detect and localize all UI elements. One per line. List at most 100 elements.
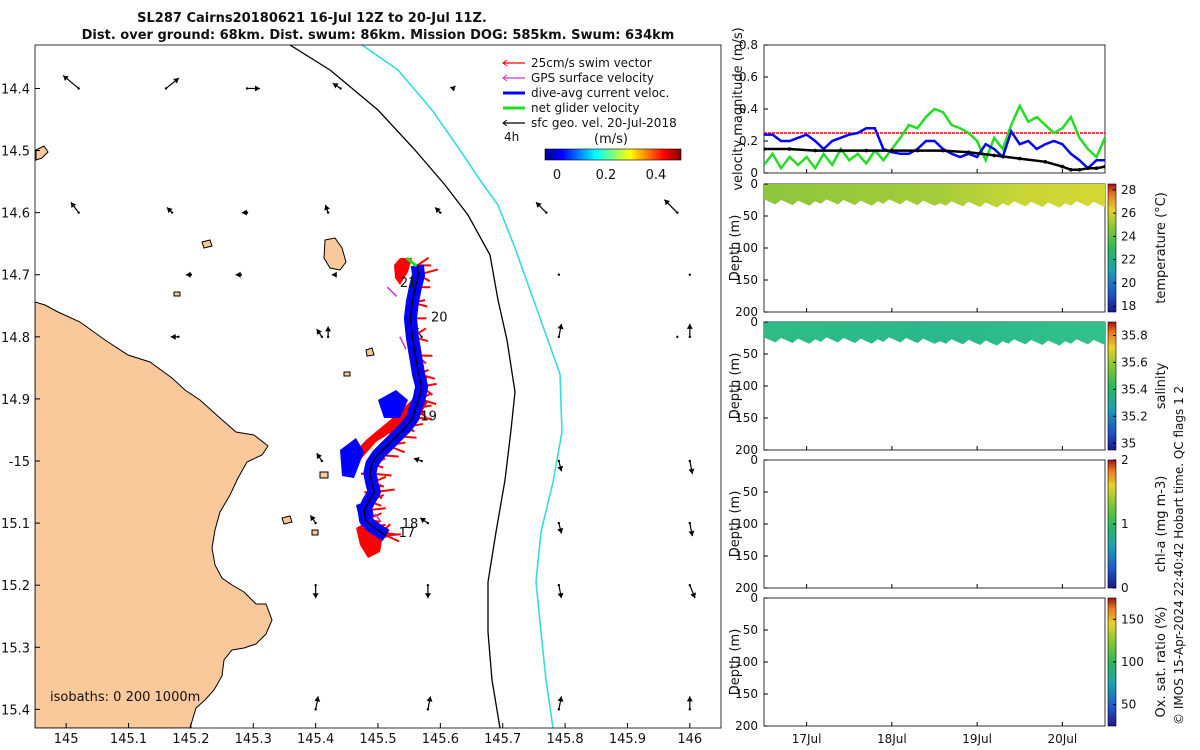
salinity-colorbar: [1107, 321, 1117, 451]
swim-vector-cluster: [394, 258, 412, 285]
geo-vector-head: [426, 696, 433, 702]
oxygen-ytick-label: 150: [735, 687, 758, 701]
isobath-200m: [289, 45, 516, 728]
oxygen-ytick-label: 200: [735, 719, 758, 733]
chla-ytick-label: 0: [750, 453, 758, 467]
temperature-ytick-label: 150: [735, 273, 758, 287]
swim-vector: [386, 533, 401, 537]
map-xtick-label: 145.2: [172, 732, 209, 747]
reef-island-9: [343, 371, 351, 377]
velocity-ytick-label: 0.4: [739, 102, 758, 116]
map-xtick-label: 145.1: [110, 732, 147, 747]
velocity-ytick-label: 0: [750, 166, 758, 180]
geo-vector-head: [255, 85, 261, 92]
track-day-label: 18: [402, 517, 419, 532]
date-tick-label: 17Jul: [792, 732, 822, 746]
oxygen-ytick-label: 0: [750, 591, 758, 605]
geo-vector-head: [324, 204, 330, 211]
geo-vector-head: [557, 696, 564, 702]
geo-vector-head: [332, 83, 339, 89]
oxygen-ytick-label: 50: [743, 623, 758, 637]
reef-island-5: [365, 347, 375, 357]
map-xtick-label: 145.4: [297, 732, 334, 747]
chla-ytick-label: 50: [743, 485, 758, 499]
date-tick-label: 19Jul: [962, 732, 992, 746]
footer-credit: © IMOS 15-Apr-2024 22:40:42 Hobart time.…: [1172, 386, 1186, 725]
geo-velocity-point: [838, 148, 843, 153]
map-xtick-label: 145: [54, 732, 79, 747]
temperature-ytick-label: 200: [735, 305, 758, 319]
geo-vector-head: [413, 457, 420, 463]
swim-vector: [416, 256, 430, 267]
geo-vector-head: [449, 85, 456, 92]
oxygen-colorbar-label: Ox. sat. ratio (%): [1154, 607, 1169, 718]
date-tick-label: 18Jul: [877, 732, 907, 746]
reef-island-6: [319, 471, 329, 479]
velocity-panel: 0 0.2 0.4 0.6 0.8 velocity magnitude (m/s): [731, 27, 1106, 191]
geo-vector-head: [557, 323, 564, 330]
geo-velocity-point: [1069, 168, 1073, 172]
map-ytick-label: 15.3: [1, 641, 30, 656]
map-xtick-label: 146: [677, 732, 702, 747]
glider-path: [363, 265, 423, 537]
map-ytick-label: -15: [9, 455, 30, 470]
temperature-ytick-label: 50: [743, 209, 758, 223]
geo-vector-head: [664, 199, 671, 206]
colorbar-unit-label: (m/s): [594, 132, 628, 147]
velocity-series-dive-avg-current: [764, 126, 1105, 170]
reef-island-3: [201, 239, 213, 249]
velocity-ytick-label: 0.2: [739, 134, 758, 148]
title-line-2: Dist. over ground: 68km. Dist. swum: 86k…: [82, 28, 675, 43]
legend-geo-arrowhead: [502, 119, 508, 127]
velocity-ylabel: velocity magnitude (m/s): [731, 27, 746, 190]
geo-vector-head: [173, 78, 179, 84]
temperature-colorbar-tick-label: 18: [1121, 299, 1136, 313]
legend-gps-label: GPS surface velocity: [531, 71, 654, 85]
chla-colorbar-tick-label: 1: [1121, 517, 1129, 531]
chla-ylabel: Depth (m): [728, 491, 743, 558]
geo-velocity-vectors: [62, 75, 696, 711]
reef-island-7: [173, 291, 181, 297]
chla-colorbar-tick-label: 2: [1121, 453, 1129, 467]
geo-vector-head: [535, 202, 542, 208]
temperature-colorbar-tick-label: 24: [1121, 229, 1136, 243]
salinity-ytick-label: 200: [735, 443, 758, 457]
map-xtick-label: 145.6: [422, 732, 459, 747]
temperature-ytick-label: 0: [750, 177, 758, 191]
colorbar-tick-0-4: 0.4: [646, 168, 667, 183]
geo-vector-head: [688, 530, 695, 537]
track-day-label: 19: [420, 410, 437, 425]
chla-ytick-label: 200: [735, 581, 758, 595]
geo-velocity-point: [1060, 164, 1065, 169]
geo-velocity-point: [787, 147, 792, 151]
isobaths-label: isobaths: 0 200 1000m: [50, 690, 200, 705]
swim-vector: [385, 534, 400, 543]
salinity-data-section: [764, 322, 1105, 346]
legend-net-label: net glider velocity: [531, 101, 639, 115]
map-axes: 145 145.1 145.2 145.3 145.4 145.5 145.6 145.7 14…: [1, 82, 702, 747]
reef-island-4: [281, 515, 293, 525]
geo-vector-head: [312, 593, 319, 599]
temperature-colorbar-tick-label: 22: [1121, 253, 1136, 267]
salinity-colorbar-tick-label: 35.2: [1121, 409, 1148, 423]
geo-vector-head: [185, 271, 191, 278]
net-velocity-vector: [405, 256, 418, 268]
temperature-colorbar-tick-label: 20: [1121, 276, 1136, 290]
geo-vector-head: [424, 593, 431, 599]
chla-colorbar-tick-label: 0: [1121, 581, 1129, 595]
date-tick-label: 20Jul: [1048, 732, 1078, 746]
map-ytick-label: 14.8: [1, 331, 30, 346]
geo-vector-head: [314, 696, 321, 702]
geo-vector-head: [420, 517, 426, 524]
chla-colorbar-label: chl-a (mg m-3): [1154, 476, 1169, 573]
reef-island-2: [35, 145, 49, 161]
legend-current-label: dive-avg current veloc.: [531, 86, 669, 100]
map-ytick-label: 15.2: [1, 579, 30, 594]
geo-vector-head: [310, 515, 316, 522]
temperature-colorbar-tick-label: 28: [1121, 183, 1136, 197]
velocity-ytick-label: 0.6: [739, 70, 758, 84]
geo-vector-head: [167, 207, 173, 214]
